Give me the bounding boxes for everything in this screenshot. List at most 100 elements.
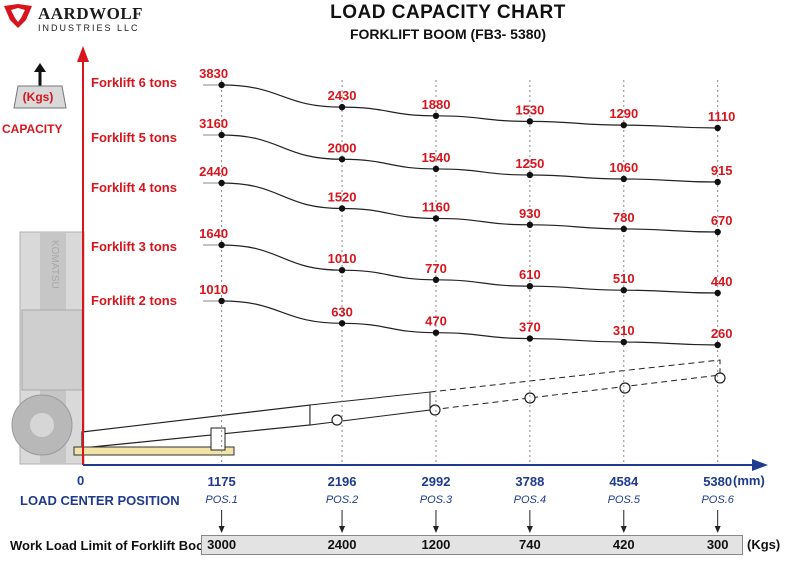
wll-arrow-head <box>620 526 627 533</box>
x-tick-label: 2992 <box>422 474 451 489</box>
forklift-carriage <box>21 309 83 391</box>
forklift-mast-brand: KOMATSU <box>49 240 60 289</box>
data-point <box>338 156 346 163</box>
data-label: 770 <box>425 261 447 276</box>
series-line-1 <box>221 84 718 129</box>
position-label: POS.2 <box>326 494 358 506</box>
wll-arrow-head <box>339 526 346 533</box>
hook-pos4 <box>524 392 536 404</box>
forklift-wheel-hub <box>30 413 54 437</box>
series-line-3 <box>221 182 718 233</box>
work-load-value: 3000 <box>207 537 237 552</box>
x-tick-layer: 1175 POS.1 2196 POS.2 2992 POS.3 3788 POS.4 4584… <box>205 474 734 506</box>
data-point <box>620 287 627 294</box>
data-label: 780 <box>613 210 635 225</box>
data-label: 310 <box>613 323 635 338</box>
data-label: 670 <box>711 213 733 228</box>
series-label-4t: Forklift 4 tons <box>91 180 177 195</box>
data-point <box>714 341 721 349</box>
series-layer: 3830 2430 1880 1530 1290 1110 3160 2000 1540 1250… <box>199 66 736 349</box>
data-point <box>218 179 225 187</box>
data-point <box>218 81 225 89</box>
hook-pos2 <box>331 414 343 426</box>
unit-box-shape <box>13 85 67 109</box>
data-point <box>338 267 346 274</box>
x-tick-label: 1175 <box>208 474 236 489</box>
data-label: 930 <box>519 206 541 221</box>
grid-layer <box>221 80 719 465</box>
boom-base <box>81 404 311 449</box>
chart-subtitle: FORKLIFT BOOM (FB3- 5380) <box>349 26 546 42</box>
x-tick-label: 4584 <box>609 474 639 489</box>
data-label: 630 <box>331 304 353 319</box>
x-tick-label: 3788 <box>515 474 544 489</box>
series-label-3t: Forklift 3 tons <box>91 239 177 254</box>
x-tick-label: 5380 <box>703 474 732 489</box>
data-label: 470 <box>425 314 447 329</box>
hook-pos6 <box>714 372 726 384</box>
data-point <box>432 215 440 222</box>
data-label: 1160 <box>422 199 450 214</box>
data-point <box>338 103 346 111</box>
data-point <box>714 289 721 297</box>
data-label: 1060 <box>609 160 638 175</box>
data-point <box>218 241 225 249</box>
wll-arrow-head <box>432 526 439 533</box>
work-load-value: 1200 <box>421 537 451 552</box>
data-label: 915 <box>711 163 733 178</box>
work-load-value: 300 <box>706 537 729 552</box>
series-line-5 <box>221 300 718 346</box>
data-label: 1540 <box>422 150 451 165</box>
series-line-2 <box>221 134 718 183</box>
y-axis-label: CAPACITY <box>2 122 63 136</box>
y-axis-unit: (Kgs) <box>22 90 54 104</box>
data-label: 610 <box>519 267 541 282</box>
data-label: 510 <box>613 271 635 286</box>
data-label: 1110 <box>708 109 736 124</box>
data-point <box>620 121 627 129</box>
data-label: 260 <box>711 326 733 341</box>
series-label-5t: Forklift 5 tons <box>91 130 177 145</box>
work-load-value: 2400 <box>327 537 357 552</box>
data-label: 3830 <box>199 66 228 81</box>
data-label: 2440 <box>199 164 228 179</box>
position-label: POS.5 <box>608 494 641 506</box>
data-point <box>432 329 440 336</box>
data-point <box>432 165 440 173</box>
hook-pos5 <box>619 382 631 394</box>
work-load-table <box>201 535 743 555</box>
data-point <box>714 228 721 236</box>
data-label: 2000 <box>328 140 357 155</box>
series-label-6t: Forklift 6 tons <box>91 75 177 90</box>
data-point <box>526 283 534 290</box>
data-label: 1640 <box>199 226 228 241</box>
work-load-value: 740 <box>519 537 541 552</box>
data-label: 1010 <box>328 251 357 266</box>
position-label: POS.6 <box>701 494 734 506</box>
work-load-value: 420 <box>612 537 635 552</box>
hook-pos3 <box>429 404 441 416</box>
data-point <box>338 205 346 212</box>
data-point <box>526 335 534 342</box>
data-point <box>218 131 225 139</box>
data-point <box>620 175 627 183</box>
data-point <box>526 171 534 179</box>
data-point <box>714 124 721 132</box>
wll-arrow-layer <box>218 510 721 533</box>
position-label: POS.4 <box>514 494 546 506</box>
data-label: 1520 <box>328 189 357 204</box>
wll-arrow-head <box>714 526 721 533</box>
data-point <box>432 112 440 120</box>
wll-arrow-head <box>526 526 533 533</box>
data-label: 1250 <box>515 156 544 171</box>
data-label: 1880 <box>422 97 451 112</box>
boom-fork-sleeve <box>73 446 235 456</box>
position-label: POS.3 <box>420 494 453 506</box>
boom-bracket <box>210 427 226 451</box>
data-label: 1530 <box>515 102 544 117</box>
x-axis-arrow <box>752 459 768 471</box>
series-label-2t: Forklift 2 tons <box>91 293 177 308</box>
brand-name: AARDWOLF <box>38 4 144 23</box>
